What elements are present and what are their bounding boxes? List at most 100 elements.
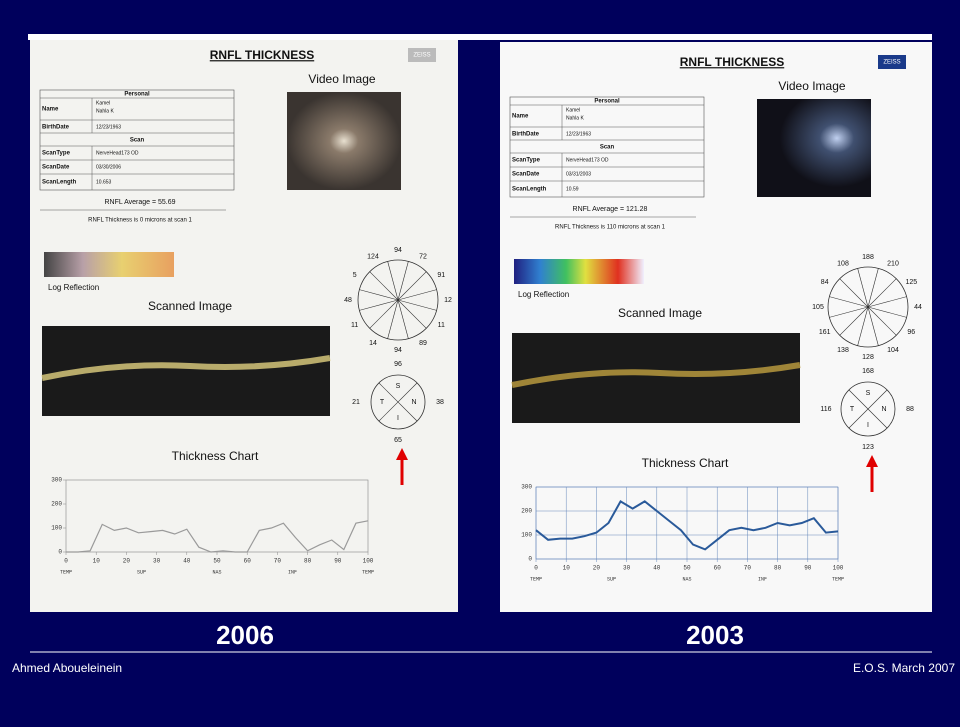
quadrant-divider bbox=[848, 389, 888, 429]
x-tick-label: 30 bbox=[153, 558, 161, 565]
clock-spoke bbox=[867, 306, 907, 318]
clock-value: 48 bbox=[344, 297, 352, 304]
quadrant-value: 123 bbox=[862, 444, 874, 451]
logo-box bbox=[408, 48, 436, 62]
quadrant-value: 96 bbox=[394, 361, 402, 368]
clock-value: 11 bbox=[438, 322, 445, 329]
clock-spoke bbox=[397, 271, 427, 301]
x-tick-label: 40 bbox=[183, 558, 191, 565]
red-arrow-head bbox=[866, 455, 878, 467]
thickness-at-scan: RNFL Thickness is 110 microns at scan 1 bbox=[555, 225, 666, 231]
field-label: BirthDate bbox=[512, 132, 540, 138]
sector-label: NAS bbox=[682, 576, 691, 582]
sector-label: INF bbox=[288, 569, 297, 575]
log-reflection-bar bbox=[44, 252, 174, 277]
y-tick-label: 0 bbox=[58, 549, 62, 556]
clock-value: 210 bbox=[887, 261, 899, 268]
field-label: ScanType bbox=[42, 151, 71, 157]
chart-title: Thickness Chart bbox=[172, 449, 259, 463]
sector-label: TEMP bbox=[60, 569, 72, 575]
clock-value: 89 bbox=[419, 340, 427, 347]
chart-title: Thickness Chart bbox=[642, 456, 729, 470]
quadrant-value: 88 bbox=[906, 406, 914, 413]
x-tick-label: 50 bbox=[683, 565, 691, 572]
y-tick-label: 200 bbox=[51, 501, 62, 508]
clock-spoke bbox=[387, 261, 399, 301]
clock-value: 161 bbox=[819, 329, 831, 336]
field-value: Kamel bbox=[96, 100, 110, 106]
clock-spoke bbox=[857, 306, 869, 346]
video-image bbox=[287, 92, 401, 190]
field-label: Name bbox=[512, 114, 529, 120]
field-value: 10.59 bbox=[566, 186, 579, 192]
clock-spoke bbox=[359, 289, 399, 301]
field-value: 03/30/2006 bbox=[96, 164, 121, 170]
clock-spoke bbox=[829, 296, 869, 308]
table-frame bbox=[509, 96, 705, 198]
scanned-image-title: Scanned Image bbox=[618, 306, 702, 320]
clock-spoke bbox=[867, 306, 879, 346]
y-tick-label: 200 bbox=[521, 508, 532, 515]
field-label: ScanType bbox=[512, 158, 541, 164]
clock-value: 84 bbox=[821, 279, 829, 286]
red-arrow-head bbox=[396, 448, 408, 460]
clock-spoke bbox=[359, 299, 399, 311]
logo-box bbox=[878, 55, 906, 69]
x-tick-label: 100 bbox=[833, 565, 844, 572]
report-title: RNFL THICKNESS bbox=[210, 48, 314, 62]
clock-value: 94 bbox=[394, 247, 402, 254]
y-tick-label: 300 bbox=[521, 484, 532, 491]
field-label: ScanDate bbox=[42, 165, 70, 171]
field-label: BirthDate bbox=[42, 125, 70, 131]
x-tick-label: 10 bbox=[93, 558, 101, 565]
logo: ZEISS bbox=[413, 53, 430, 59]
video-image bbox=[757, 99, 871, 197]
clock-value: 12 bbox=[444, 297, 452, 304]
clock-spoke bbox=[397, 299, 437, 311]
y-tick-label: 0 bbox=[528, 556, 532, 563]
clock-spoke bbox=[839, 278, 869, 308]
field-value: 03/31/2003 bbox=[566, 171, 591, 177]
field-value: Kamel bbox=[566, 107, 580, 113]
field-label: ScanDate bbox=[512, 172, 540, 178]
x-tick-label: 70 bbox=[744, 565, 752, 572]
quadrant-label: T bbox=[380, 399, 385, 406]
quadrant-label: I bbox=[867, 422, 869, 429]
clock-spoke bbox=[867, 306, 897, 336]
quadrant-label: N bbox=[411, 399, 416, 406]
clock-value: 125 bbox=[905, 279, 917, 286]
x-tick-label: 80 bbox=[774, 565, 782, 572]
y-tick-label: 100 bbox=[51, 525, 62, 532]
video-title: Video Image bbox=[308, 72, 375, 86]
clock-value: 5 bbox=[353, 272, 357, 279]
field-value: 12/23/1963 bbox=[96, 124, 121, 130]
clock-value: 11 bbox=[351, 322, 358, 329]
clock-circle bbox=[827, 266, 909, 348]
quadrant-value: 21 bbox=[352, 399, 360, 406]
x-tick-label: 50 bbox=[213, 558, 221, 565]
quadrant-value: 38 bbox=[436, 399, 444, 406]
x-tick-label: 40 bbox=[653, 565, 661, 572]
field-value: 10.653 bbox=[96, 179, 112, 185]
year-label: 2006 bbox=[216, 620, 274, 650]
clock-value: 104 bbox=[887, 347, 899, 354]
y-tick-label: 100 bbox=[521, 532, 532, 539]
quadrant-label: S bbox=[396, 383, 401, 390]
log-reflection-bar bbox=[514, 259, 644, 284]
retina-layer bbox=[41, 355, 331, 381]
x-tick-label: 60 bbox=[714, 565, 722, 572]
x-tick-label: 0 bbox=[534, 565, 538, 572]
clock-spoke bbox=[829, 306, 869, 318]
clock-spoke bbox=[857, 268, 869, 308]
clock-value: 44 bbox=[914, 304, 922, 311]
field-value: NerveHead173 OD bbox=[96, 150, 139, 156]
quadrant-value: 65 bbox=[394, 437, 402, 444]
clock-value: 108 bbox=[837, 261, 849, 268]
quadrant-divider bbox=[378, 382, 418, 422]
x-tick-label: 70 bbox=[274, 558, 282, 565]
clock-spoke bbox=[867, 278, 897, 308]
x-tick-label: 0 bbox=[64, 558, 68, 565]
quadrant-value: 116 bbox=[820, 406, 831, 413]
logo: ZEISS bbox=[883, 60, 900, 66]
